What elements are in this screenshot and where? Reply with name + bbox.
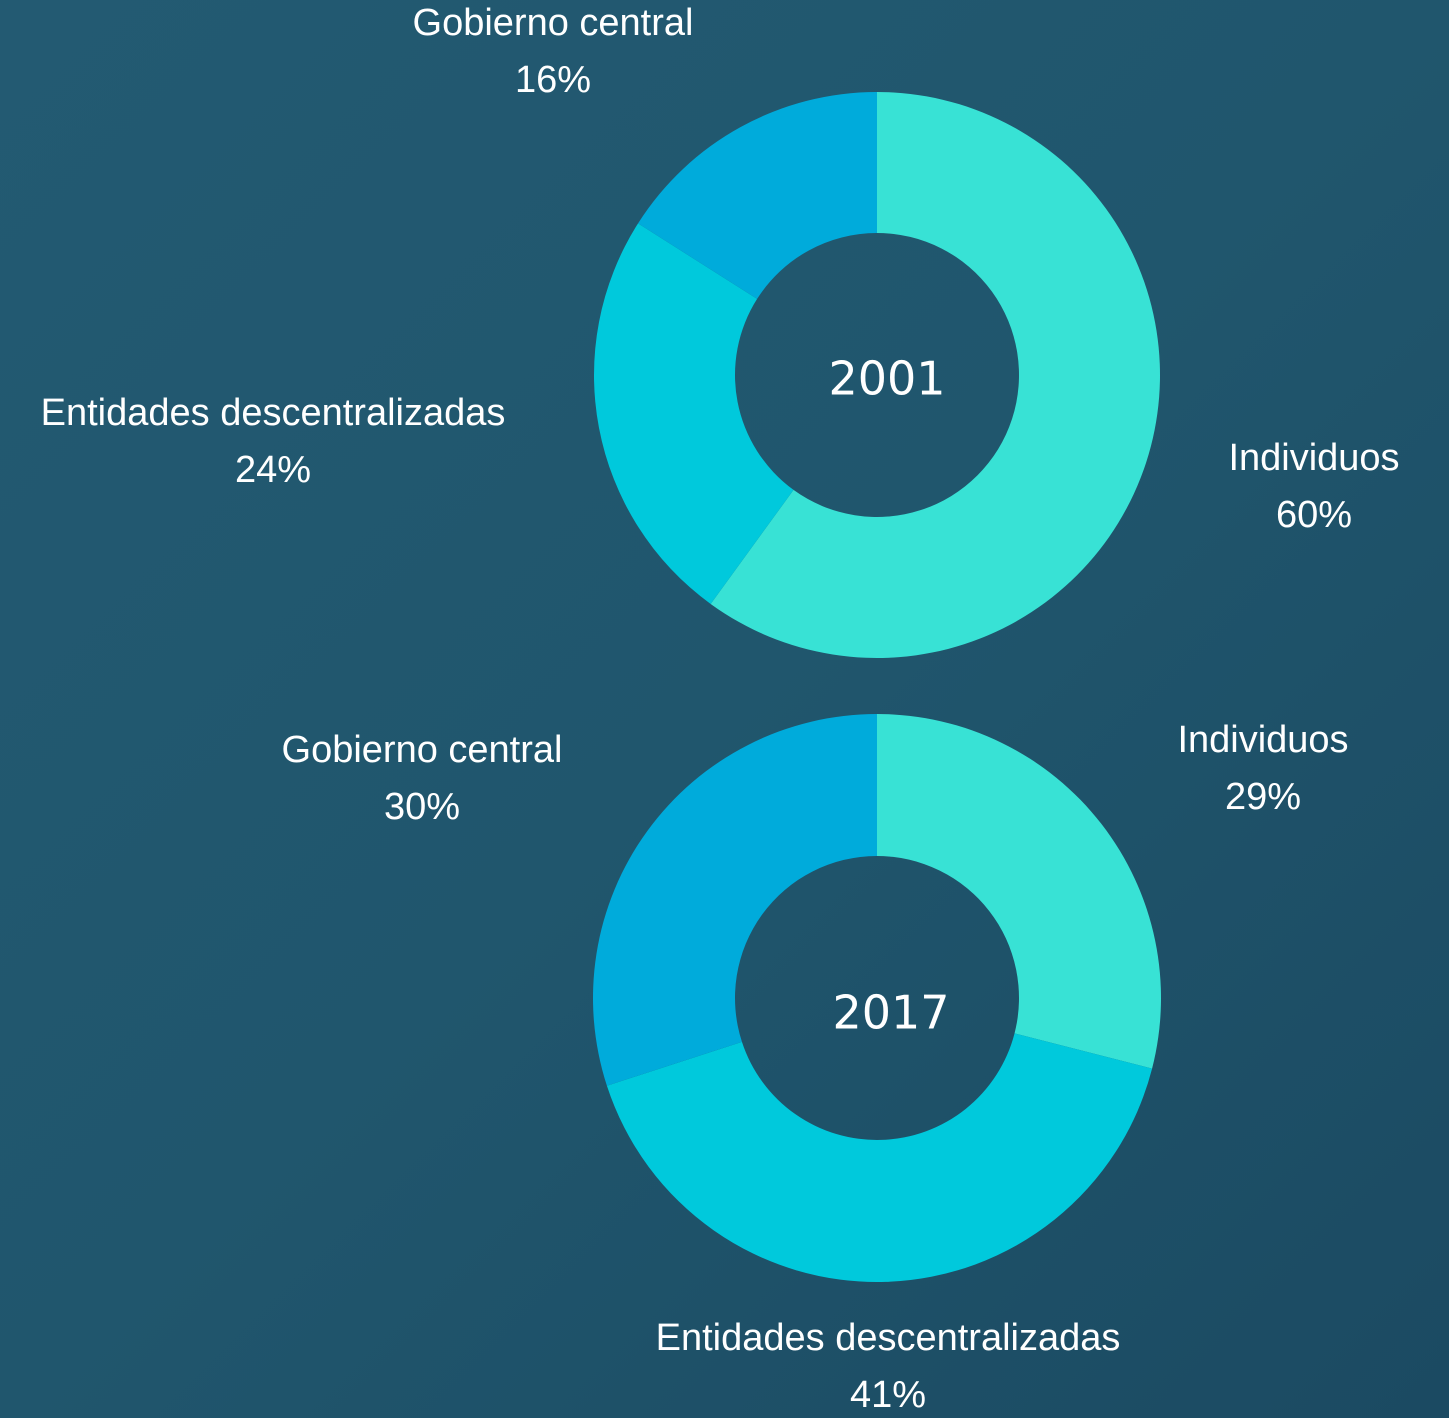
value-label: 30% xyxy=(384,786,460,828)
page: Individuos 60% Entidades descentralizadas 2… xyxy=(0,0,1449,1418)
category-label: Individuos xyxy=(1177,719,1348,761)
value-label: 16% xyxy=(515,59,591,101)
category-label: Gobierno central xyxy=(282,729,563,771)
category-label: Entidades descentralizadas xyxy=(656,1317,1121,1359)
chart: Individuos 60% Entidades descentralizadas 2… xyxy=(0,0,1449,1418)
value-label: 41% xyxy=(850,1374,926,1416)
category-label: Gobierno central xyxy=(413,2,694,44)
chart-title: 2017 xyxy=(832,986,949,1040)
value-label: 29% xyxy=(1225,776,1301,818)
value-label: 60% xyxy=(1276,494,1352,536)
chart-title: 2001 xyxy=(828,352,945,406)
category-label: Individuos xyxy=(1228,437,1399,479)
category-label: Entidades descentralizadas xyxy=(41,392,506,434)
value-label: 24% xyxy=(235,449,311,491)
